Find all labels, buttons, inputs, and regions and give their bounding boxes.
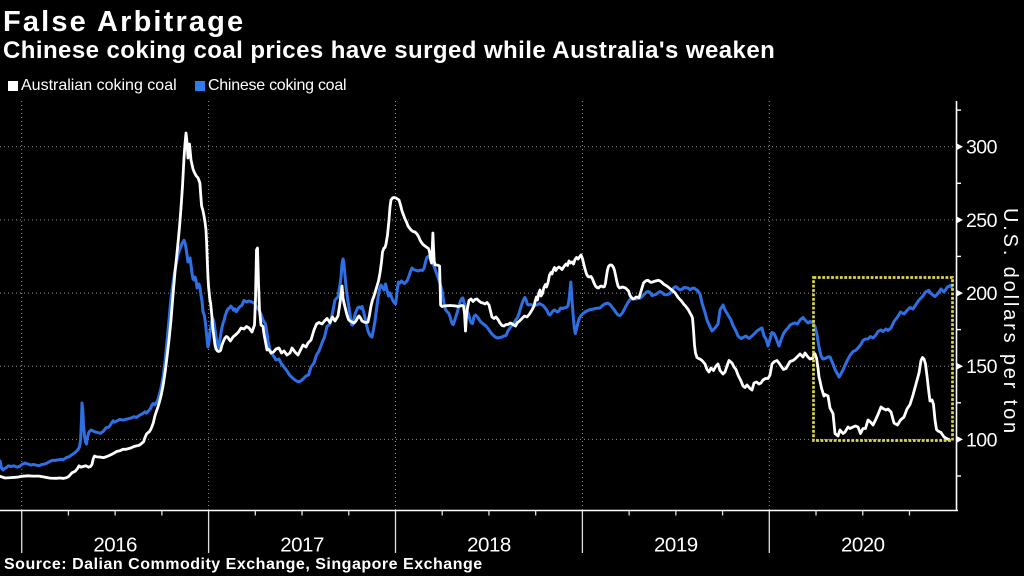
svg-text:2017: 2017 bbox=[280, 534, 324, 557]
svg-text:2020: 2020 bbox=[841, 534, 885, 557]
svg-text:200: 200 bbox=[966, 283, 998, 305]
svg-text:300: 300 bbox=[966, 137, 998, 159]
svg-text:150: 150 bbox=[966, 356, 998, 378]
svg-text:2018: 2018 bbox=[467, 534, 511, 557]
svg-text:2016: 2016 bbox=[93, 534, 137, 557]
svg-text:100: 100 bbox=[966, 429, 998, 451]
svg-text:2019: 2019 bbox=[654, 534, 698, 557]
svg-text:250: 250 bbox=[966, 210, 998, 232]
